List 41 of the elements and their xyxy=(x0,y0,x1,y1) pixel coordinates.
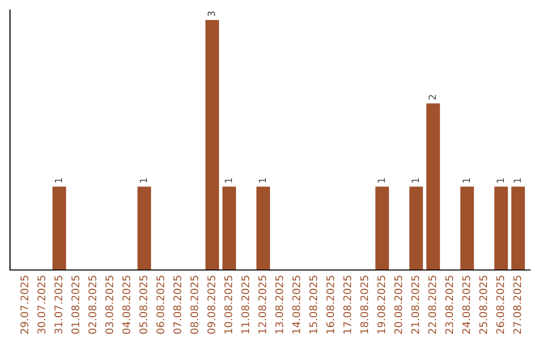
x-tick-label: 10.08.2025 xyxy=(224,276,232,334)
data-label: 3 xyxy=(208,12,216,16)
x-tick-label: 21.08.2025 xyxy=(411,276,420,334)
x-tick-label: 01.08.2025 xyxy=(71,276,80,334)
x-tick-label: 22.08.2025 xyxy=(428,276,436,334)
x-tick-label: 19.08.2025 xyxy=(377,276,386,334)
x-tick-label: 02.08.2025 xyxy=(88,276,96,334)
data-label: 2 xyxy=(428,95,436,100)
x-tick-label: 18.08.2025 xyxy=(360,276,368,334)
x-tick-label: 12.08.2025 xyxy=(258,276,266,334)
data-label: 1 xyxy=(54,178,62,183)
x-tick-label: 23.08.2025 xyxy=(445,276,454,334)
x-tick-label: 26.08.2025 xyxy=(496,276,504,334)
data-label: 1 xyxy=(514,178,521,183)
data-label: 1 xyxy=(258,178,266,183)
data-label: 1 xyxy=(412,178,419,183)
x-tick-label: 07.08.2025 xyxy=(173,276,182,334)
data-label: 1 xyxy=(462,178,470,183)
data-label: 1 xyxy=(224,178,232,183)
x-tick-label: 13.08.2025 xyxy=(275,276,284,334)
x-tick-label: 27.08.2025 xyxy=(513,276,522,334)
x-tick-label: 11.08.2025 xyxy=(241,276,250,334)
data-label: 1 xyxy=(378,178,385,183)
data-label: 1 xyxy=(140,178,147,183)
x-tick-label: 05.08.2025 xyxy=(139,276,148,334)
x-tick-label: 20.08.2025 xyxy=(394,276,402,334)
x-tick-label: 17.08.2025 xyxy=(343,276,352,334)
x-tick-label: 16.08.2025 xyxy=(326,276,334,334)
data-label: 1 xyxy=(496,178,504,183)
x-tick-label: 14.08.2025 xyxy=(292,276,300,334)
x-tick-label: 09.08.2025 xyxy=(207,276,216,334)
x-tick-label: 08.08.2025 xyxy=(190,276,198,334)
x-tick-label: 30.07.2025 xyxy=(37,276,46,334)
x-tick-label: 06.08.2025 xyxy=(156,276,164,334)
x-tick-label: 24.08.2025 xyxy=(462,276,470,334)
x-tick-label: 29.07.2025 xyxy=(20,276,28,334)
x-tick-label: 03.08.2025 xyxy=(105,276,114,334)
x-tick-label: 31.07.2025 xyxy=(54,276,62,334)
x-tick-label: 25.08.2025 xyxy=(479,276,488,334)
x-tick-label: 04.08.2025 xyxy=(122,276,130,334)
x-tick-label: 15.08.2025 xyxy=(309,276,318,334)
